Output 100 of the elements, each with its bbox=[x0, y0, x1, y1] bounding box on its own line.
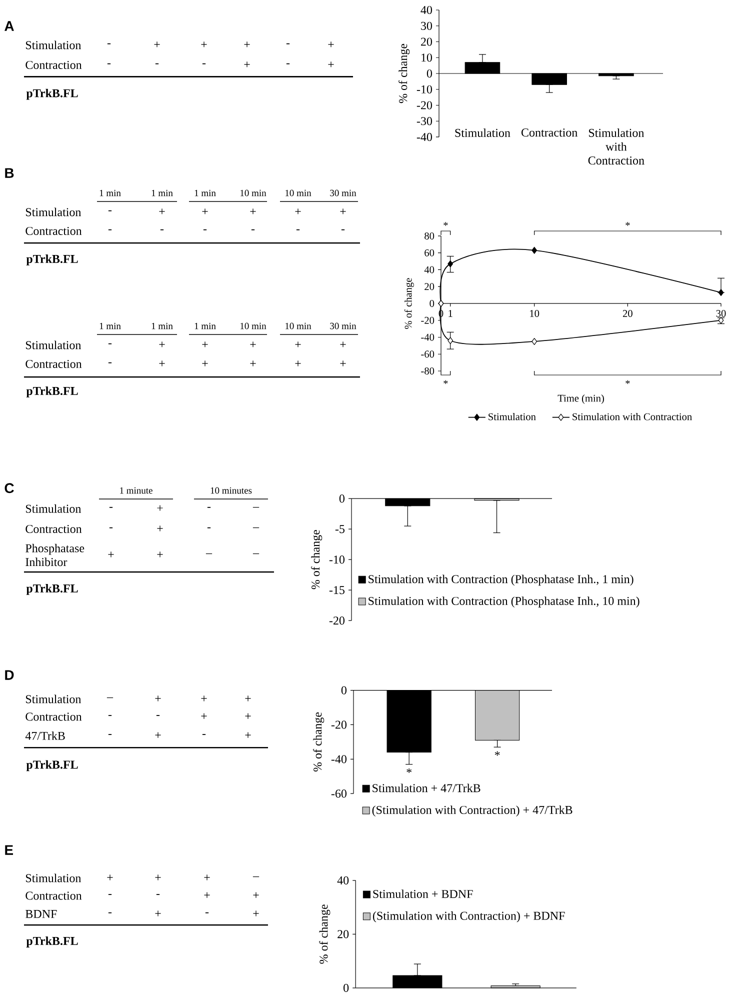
y-tick-label: -40 bbox=[421, 334, 434, 341]
text: + bbox=[159, 208, 165, 214]
y-tick-label: 0 bbox=[344, 984, 349, 992]
text: + bbox=[154, 42, 160, 48]
x-tick-label: 1 bbox=[448, 310, 452, 317]
text: pTrkB.FL bbox=[26, 936, 78, 948]
y-tick-label: 20 bbox=[338, 930, 349, 938]
text: pTrkB.FL bbox=[26, 760, 78, 772]
text: Stimulation bbox=[26, 504, 82, 513]
text: + bbox=[340, 208, 346, 214]
text: + bbox=[155, 696, 161, 702]
text: + bbox=[108, 552, 114, 558]
text: + bbox=[155, 910, 161, 916]
text: - bbox=[202, 63, 206, 64]
y-axis-title: % of change bbox=[398, 44, 410, 104]
legend-label: Stimulation with Contraction (Phosphatase Inh., 1 min) bbox=[368, 574, 634, 586]
annotation: * bbox=[406, 768, 412, 773]
text: + bbox=[328, 42, 334, 48]
text: + bbox=[245, 713, 251, 719]
text: * bbox=[626, 380, 630, 384]
y-tick-label: -60 bbox=[421, 350, 434, 358]
y-tick-label: -20 bbox=[329, 616, 345, 625]
text: 1 min bbox=[152, 190, 173, 196]
text: – bbox=[106, 697, 114, 698]
y-axis-title: % of change bbox=[404, 278, 414, 329]
text: pTrkB.FL bbox=[26, 386, 78, 398]
text: + bbox=[201, 696, 207, 702]
text: + bbox=[244, 62, 250, 68]
text: Contraction bbox=[26, 360, 82, 368]
y-tick-label: 0 bbox=[430, 300, 434, 307]
legend-label: Stimulation with Contraction (Phosphatase Inh., 10 min) bbox=[368, 596, 640, 608]
y-tick-label: 30 bbox=[421, 22, 432, 30]
text: + bbox=[245, 696, 251, 702]
text: 1 min bbox=[100, 190, 121, 196]
text: 1 min bbox=[152, 322, 173, 330]
text: * bbox=[444, 380, 448, 384]
text: - bbox=[202, 734, 206, 735]
text: C bbox=[4, 483, 14, 494]
text: - bbox=[251, 229, 255, 230]
text: – bbox=[206, 553, 212, 554]
text: + bbox=[253, 910, 259, 916]
text: - bbox=[108, 894, 112, 895]
text: Contraction bbox=[26, 892, 82, 900]
text: + bbox=[202, 208, 208, 214]
text: - bbox=[108, 229, 112, 230]
y-axis-title: % of change bbox=[311, 530, 322, 590]
text: 10 minutes bbox=[210, 487, 252, 494]
text: 10 min bbox=[240, 190, 266, 196]
legend-label: (Stimulation with Contraction) + 47/TrkB bbox=[372, 806, 572, 816]
text: - bbox=[108, 210, 112, 212]
x-tick-label: Stimulation with Contraction bbox=[588, 128, 644, 165]
y-tick-label: 40 bbox=[420, 6, 432, 14]
text: - bbox=[109, 506, 113, 508]
text: – bbox=[252, 553, 260, 554]
annotation: * bbox=[494, 751, 500, 756]
y-axis-title: % of change bbox=[313, 712, 324, 772]
text: A bbox=[4, 21, 14, 31]
text: 30 min bbox=[330, 322, 356, 330]
y-tick-label: -20 bbox=[421, 316, 434, 324]
text: B bbox=[5, 168, 14, 178]
text: - bbox=[109, 527, 113, 528]
text: – bbox=[252, 527, 260, 528]
text: - bbox=[207, 527, 211, 528]
y-tick-label: 20 bbox=[424, 283, 434, 290]
text: + bbox=[157, 552, 163, 558]
text: Phosphatase Inhibitor bbox=[26, 544, 84, 566]
text: + bbox=[245, 732, 251, 738]
text: - bbox=[205, 912, 209, 914]
text: + bbox=[340, 342, 346, 348]
y-tick-label: 40 bbox=[424, 266, 434, 274]
y-tick-label: -30 bbox=[416, 117, 432, 126]
text: – bbox=[252, 876, 260, 878]
text: - bbox=[108, 343, 112, 344]
text: Stimulation bbox=[26, 40, 82, 50]
text: + bbox=[202, 342, 208, 348]
x-tick-label: 10 bbox=[530, 310, 540, 317]
y-tick-label: -60 bbox=[331, 790, 347, 798]
y-tick-label: -10 bbox=[416, 85, 432, 94]
text: E bbox=[5, 845, 13, 855]
text: - bbox=[108, 362, 112, 364]
text: - bbox=[108, 734, 112, 735]
y-tick-label: -40 bbox=[331, 755, 347, 764]
text: + bbox=[202, 360, 208, 366]
text: - bbox=[341, 229, 345, 230]
x-tick-label: 30 bbox=[716, 310, 726, 317]
text: pTrkB.FL bbox=[26, 254, 78, 266]
text: * bbox=[444, 222, 448, 226]
text: D bbox=[5, 670, 14, 680]
text: Contraction bbox=[26, 60, 82, 70]
text: + bbox=[295, 342, 301, 348]
text: - bbox=[108, 715, 112, 716]
text: 1 min bbox=[194, 190, 216, 196]
x-axis-title: Time (min) bbox=[558, 394, 604, 404]
y-tick-label: -5 bbox=[335, 525, 345, 534]
legend-label: Stimulation + 47/TrkB bbox=[372, 784, 480, 792]
text: + bbox=[159, 342, 165, 348]
text: 1 min bbox=[194, 322, 216, 330]
y-tick-label: -10 bbox=[329, 556, 345, 564]
y-tick-label: 80 bbox=[424, 232, 434, 240]
text: + bbox=[204, 892, 210, 898]
